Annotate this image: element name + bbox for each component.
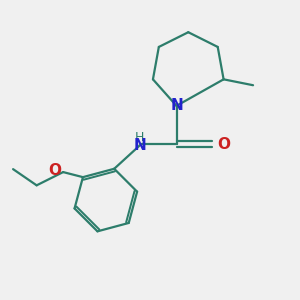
Text: N: N bbox=[133, 138, 146, 153]
Text: O: O bbox=[48, 163, 61, 178]
Text: H: H bbox=[135, 131, 144, 144]
Text: N: N bbox=[170, 98, 183, 113]
Text: O: O bbox=[217, 136, 230, 152]
